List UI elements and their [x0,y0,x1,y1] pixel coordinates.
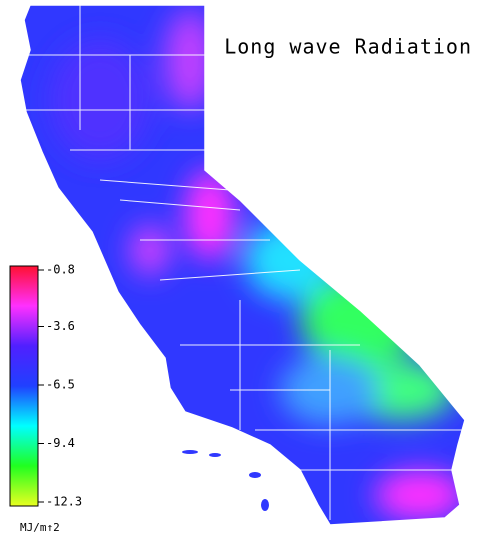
colorbar [9,265,39,507]
colorbar-tick-label: -9.4 [46,436,75,450]
colorbar-unit: MJ/m↑2 [20,521,60,534]
colorbar-tick-label: -0.8 [46,263,75,277]
state-outline [19,4,466,526]
islands [182,450,269,511]
colorbar-tick-label: -3.6 [46,319,75,333]
map-title: Long wave Radiation [224,35,472,59]
colorbar-tick-label: -12.3 [46,495,82,509]
colorbar-tick-label: -6.5 [46,377,75,391]
